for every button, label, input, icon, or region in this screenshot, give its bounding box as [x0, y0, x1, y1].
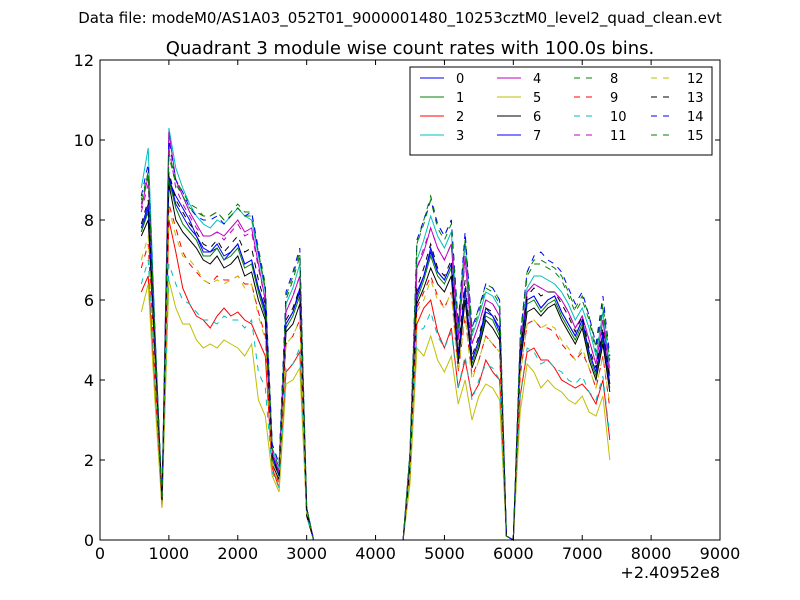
x-tick-label: 8000 — [631, 544, 672, 563]
y-tick-label: 4 — [84, 371, 94, 390]
legend-label-2: 2 — [456, 110, 464, 125]
series-line-2 — [140, 219, 611, 541]
legend-label-9: 9 — [610, 91, 618, 106]
y-tick-label: 0 — [84, 531, 94, 550]
legend-label-1: 1 — [456, 91, 464, 106]
x-tick-label: 7000 — [562, 544, 603, 563]
legend-label-12: 12 — [687, 72, 704, 87]
x-tick-label: 5000 — [424, 544, 465, 563]
x-tick-label: 0 — [95, 544, 105, 563]
legend-label-0: 0 — [456, 72, 464, 87]
series-line-8 — [140, 151, 611, 541]
series-line-4 — [140, 131, 611, 541]
series-line-14 — [140, 139, 611, 541]
series-line-5 — [140, 279, 611, 541]
series-line-3 — [140, 127, 611, 541]
legend-label-7: 7 — [533, 129, 541, 144]
legend-label-15: 15 — [687, 129, 704, 144]
legend-label-10: 10 — [610, 110, 627, 125]
supertitle: Data file: modeM0/AS1A03_052T01_90000014… — [78, 9, 722, 27]
y-tick-label: 6 — [84, 291, 94, 310]
legend-label-13: 13 — [687, 91, 704, 106]
x-tick-label: 4000 — [355, 544, 396, 563]
series-line-13 — [140, 171, 611, 541]
x-tick-label: 1000 — [149, 544, 190, 563]
series-line-0 — [140, 179, 611, 541]
legend-label-8: 8 — [610, 72, 618, 87]
legend-label-11: 11 — [610, 129, 627, 144]
legend-label-14: 14 — [687, 110, 704, 125]
y-tick-label: 10 — [74, 131, 94, 150]
x-tick-label: 3000 — [286, 544, 327, 563]
x-offset-label: +2.40952e8 — [620, 563, 720, 582]
series-line-15 — [140, 155, 611, 541]
series-line-1 — [140, 179, 611, 541]
legend-label-5: 5 — [533, 91, 541, 106]
legend-label-4: 4 — [533, 72, 541, 87]
y-tick-label: 2 — [84, 451, 94, 470]
series-line-12 — [140, 207, 611, 541]
series-line-6 — [140, 183, 611, 541]
x-tick-label: 6000 — [493, 544, 534, 563]
x-tick-label: 2000 — [217, 544, 258, 563]
chart-title: Quadrant 3 module wise count rates with … — [166, 38, 655, 59]
legend-box — [409, 66, 713, 156]
series-layer — [140, 127, 611, 541]
x-tick-label: 9000 — [700, 544, 741, 563]
y-tick-label: 8 — [84, 211, 94, 230]
legend-label-3: 3 — [456, 129, 464, 144]
legend-label-6: 6 — [533, 110, 541, 125]
axes-layer: 0 1000 2000 3000 4000 5000 6000 7000 8000 9000 0 2 4… — [74, 51, 741, 582]
series-line-11 — [140, 147, 611, 541]
series-line-10 — [140, 259, 611, 541]
y-tick-label: 12 — [74, 51, 94, 70]
